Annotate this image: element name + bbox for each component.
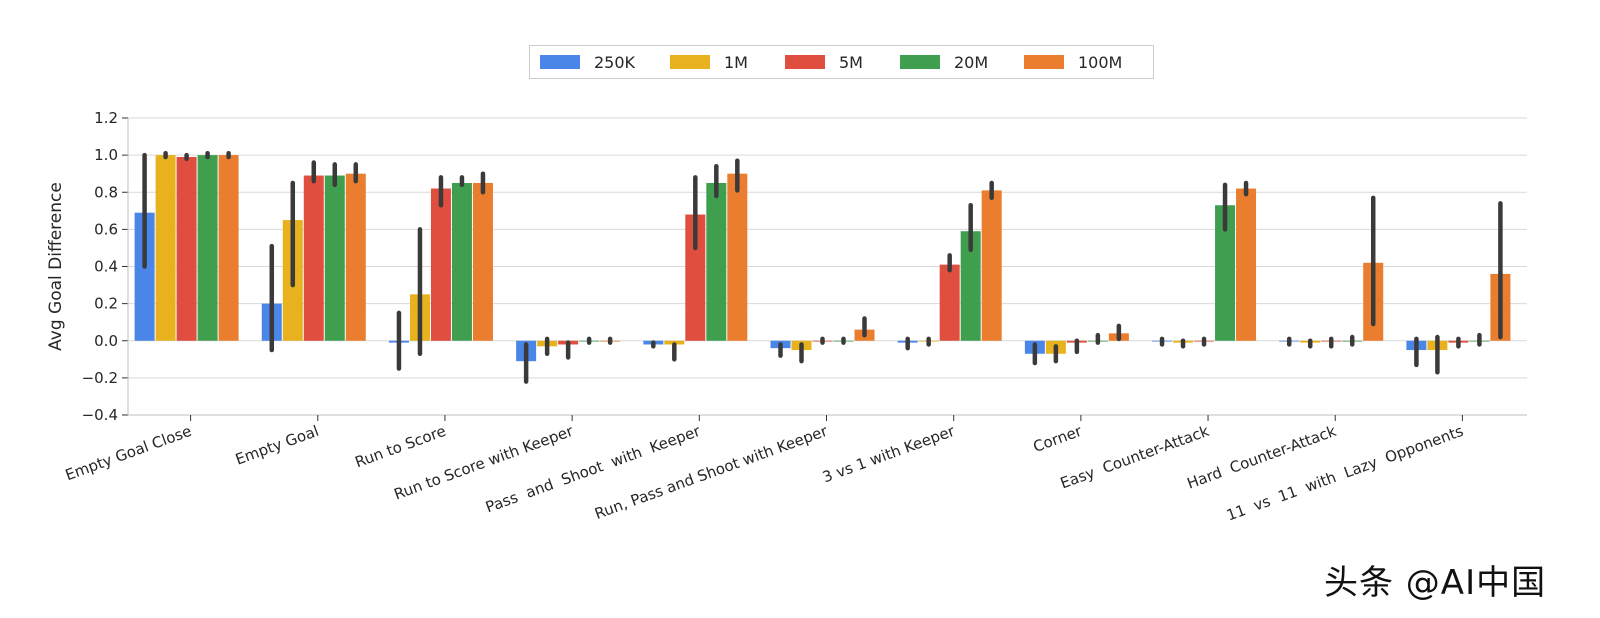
y-tick-label: 0.4 xyxy=(94,258,118,276)
legend-item-250k: 250K xyxy=(540,46,635,78)
y-tick-label: 0.0 xyxy=(94,332,118,350)
bar-5m-empty-goal-close xyxy=(176,156,197,341)
bar-100m-empty-goal xyxy=(345,173,366,341)
bar-1m-empty-goal-close xyxy=(155,155,176,341)
y-tick-label: −0.4 xyxy=(82,406,118,424)
legend-item-100m: 100M xyxy=(1024,46,1122,78)
x-tick-label: Corner xyxy=(1031,422,1085,456)
y-tick-label: 0.6 xyxy=(94,220,118,238)
x-tick-label: 11 vs 11 with Lazy Opponents xyxy=(1224,422,1466,525)
legend-swatch-20m xyxy=(900,55,940,69)
bar-20m-empty-goal-close xyxy=(197,155,218,341)
legend-swatch-5m xyxy=(785,55,825,69)
bar-100m-3-vs-1-with-keeper xyxy=(981,190,1002,341)
bar-5m-run-to-score xyxy=(430,188,451,341)
bar-5m-pass-and-shoot-with-keeper xyxy=(685,214,706,341)
y-tick-label: 0.2 xyxy=(94,295,118,313)
x-tick-label: 3 vs 1 with Keeper xyxy=(820,422,958,487)
legend-item-5m: 5M xyxy=(785,46,863,78)
y-tick-label: 1.2 xyxy=(94,109,118,127)
bar-20m-3-vs-1-with-keeper xyxy=(960,231,981,341)
bar-100m-easy-counter-attack xyxy=(1236,188,1257,341)
x-tick-label: Run to Score xyxy=(353,422,449,472)
y-axis-label: Avg Goal Difference xyxy=(46,182,66,351)
legend-label-250k: 250K xyxy=(594,52,636,72)
legend-label-20m: 20M xyxy=(954,52,989,72)
legend-label-100m: 100M xyxy=(1078,52,1123,72)
bar-20m-easy-counter-attack xyxy=(1215,205,1236,341)
y-tick-label: −0.2 xyxy=(82,369,118,387)
legend-item-1m: 1M xyxy=(670,46,748,78)
bar-20m-empty-goal xyxy=(324,175,345,341)
watermark: 头条 @AI中国 xyxy=(1324,563,1547,603)
legend-swatch-250k xyxy=(540,55,580,69)
legend-label-5m: 5M xyxy=(839,52,863,72)
legend-swatch-100m xyxy=(1024,55,1064,69)
bar-5m-empty-goal xyxy=(303,175,324,341)
x-tick-label: Pass and Shoot with Keeper xyxy=(483,422,703,517)
bar-100m-pass-and-shoot-with-keeper xyxy=(727,173,748,341)
legend-swatch-1m xyxy=(670,55,710,69)
bar-20m-pass-and-shoot-with-keeper xyxy=(706,182,727,341)
bar-100m-empty-goal-close xyxy=(218,155,239,341)
legend-label-1m: 1M xyxy=(724,52,748,72)
x-tick-label: Empty Goal xyxy=(233,422,321,469)
bar-5m-3-vs-1-with-keeper xyxy=(939,264,960,341)
y-tick-label: 1.0 xyxy=(94,146,118,164)
x-tick-label: Empty Goal Close xyxy=(63,422,194,484)
x-tick-label: Run, Pass and Shoot with Keeper xyxy=(592,422,830,523)
legend-item-20m: 20M xyxy=(900,46,988,78)
legend: 250K 1M 5M 20M 100M xyxy=(529,45,1154,79)
bar-20m-run-to-score xyxy=(451,182,472,341)
bar-250k-empty-goal-close xyxy=(134,212,155,341)
y-tick-label: 0.8 xyxy=(94,183,118,201)
bar-100m-run-to-score xyxy=(472,182,493,341)
